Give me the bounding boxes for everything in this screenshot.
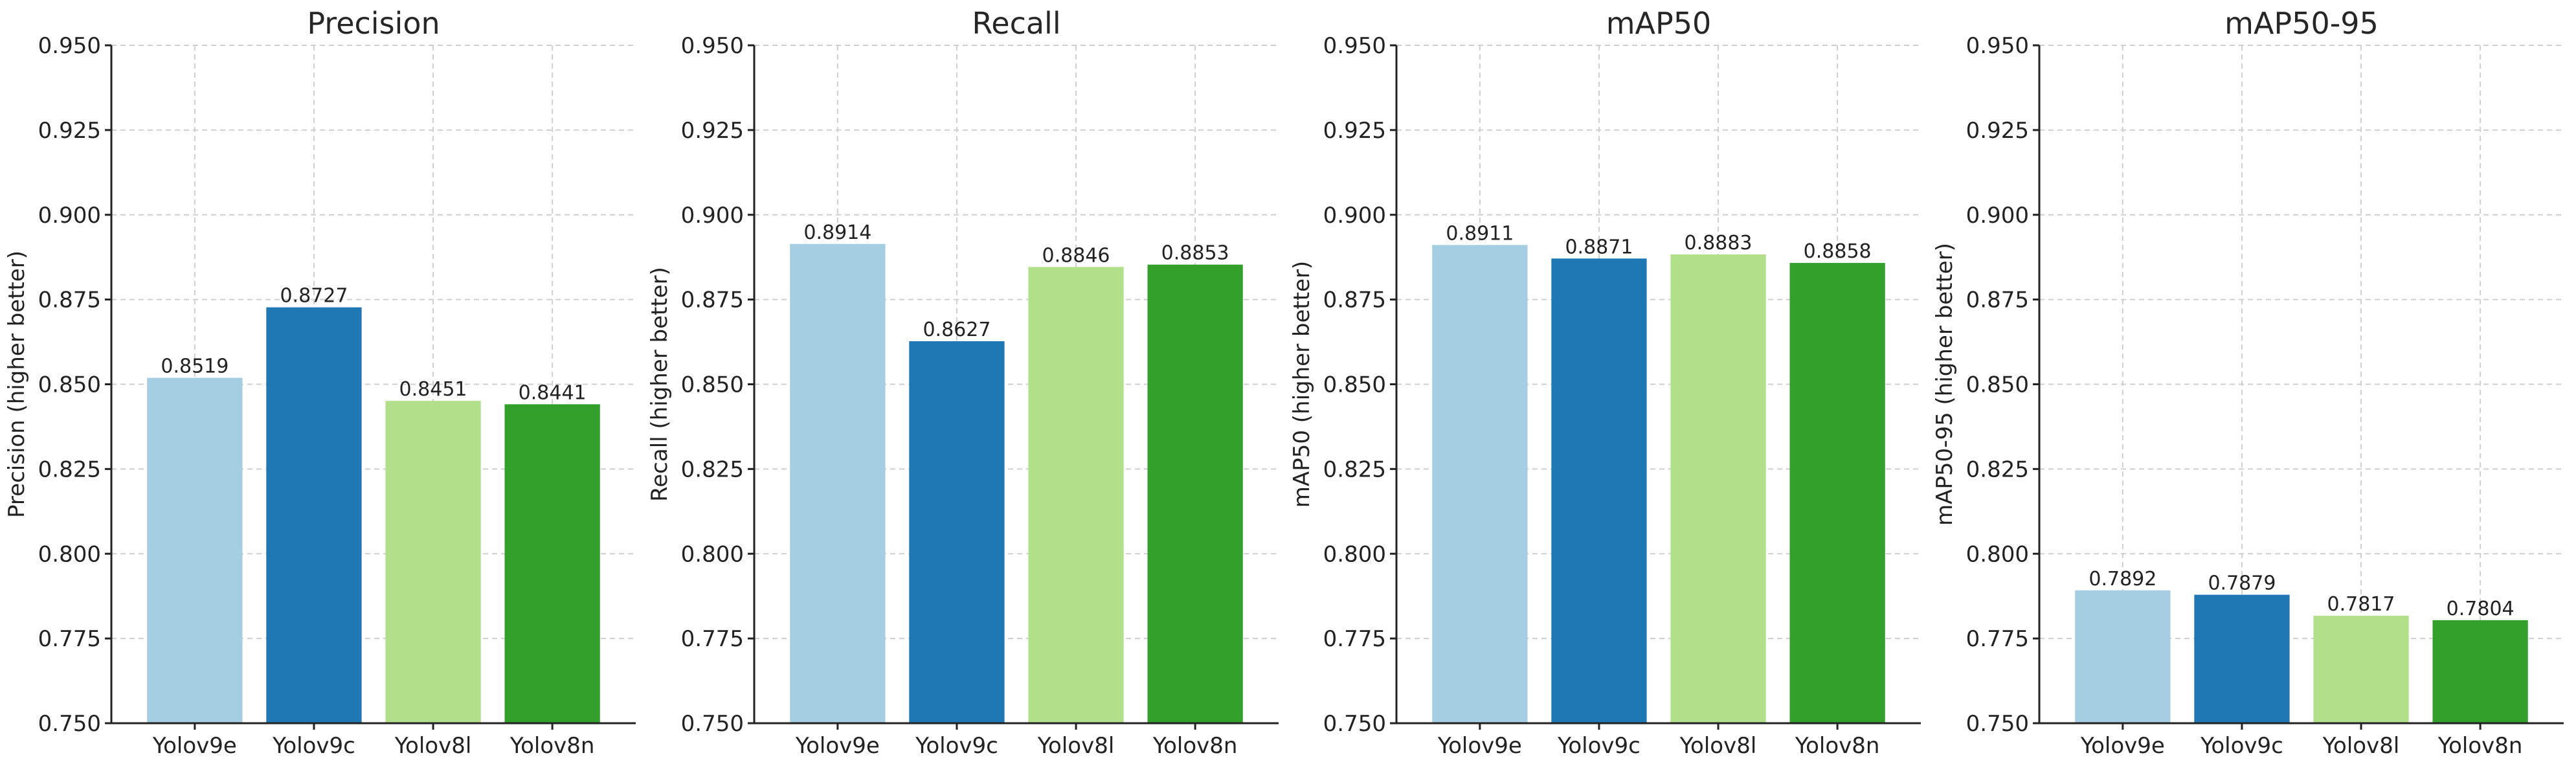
chart-title: mAP50 — [1606, 6, 1712, 41]
x-tick-label: Yolov9e — [1437, 733, 1522, 759]
y-tick-label: 0.750 — [681, 711, 744, 737]
bar-yolov8l — [2313, 616, 2409, 723]
bar-yolov8l — [1670, 254, 1766, 723]
x-tick-label: Yolov9e — [795, 733, 880, 759]
x-tick-label: Yolov8n — [2437, 733, 2523, 759]
bar-yolov9e — [1432, 245, 1528, 723]
y-tick-label: 0.875 — [681, 287, 744, 313]
chart-panel-4: 0.750 0.775 0.800 0.825 0.850 0.875 0.900 0.925… — [1932, 6, 2564, 759]
y-tick-label: 0.750 — [1323, 711, 1386, 737]
y-tick-label: 0.900 — [38, 203, 101, 229]
y-tick-label: 0.775 — [1966, 626, 2029, 652]
x-tick-label: Yolov8l — [394, 733, 472, 759]
x-tick-label: Yolov8n — [510, 733, 595, 759]
y-tick-label: 0.800 — [1966, 541, 2029, 567]
y-tick-label: 0.750 — [1966, 711, 2029, 737]
y-tick-label: 0.750 — [38, 711, 101, 737]
bar-yolov8l — [385, 401, 481, 723]
y-axis-label: mAP50-95 (higher better) — [1932, 243, 1958, 526]
bar-value-label: 0.7804 — [2447, 598, 2514, 620]
bar-value-label: 0.8883 — [1685, 232, 1753, 254]
bar-value-label: 0.8853 — [1161, 242, 1229, 265]
y-tick-label: 0.950 — [1323, 33, 1386, 59]
bar-value-label: 0.8846 — [1042, 244, 1110, 267]
x-tick-label: Yolov9e — [152, 733, 237, 759]
y-tick-label: 0.925 — [1966, 118, 2029, 144]
chart-panel-2: 0.750 0.775 0.800 0.825 0.850 0.875 0.900 0.925… — [647, 6, 1279, 759]
chart-title: Recall — [972, 6, 1060, 41]
bar-value-label: 0.8441 — [519, 381, 587, 404]
y-tick-label: 0.825 — [38, 456, 101, 482]
x-tick-label: Yolov8l — [1679, 733, 1757, 759]
y-tick-label: 0.800 — [681, 541, 744, 567]
y-axis-label: Recall (higher better) — [647, 267, 673, 502]
bar-yolov8l — [1028, 267, 1124, 723]
x-tick-label: Yolov9e — [2080, 733, 2165, 759]
x-tick-label: Yolov8n — [1152, 733, 1238, 759]
y-axis-label: Precision (higher better) — [4, 251, 30, 518]
y-tick-label: 0.925 — [1323, 118, 1386, 144]
bar-yolov8n — [1789, 263, 1885, 723]
y-tick-label: 0.900 — [681, 203, 744, 229]
bar-yolov9c — [2194, 594, 2290, 723]
bar-value-label: 0.7817 — [2327, 593, 2395, 616]
bar-yolov8n — [2432, 620, 2528, 723]
x-tick-label: Yolov8n — [1795, 733, 1880, 759]
bar-value-label: 0.8911 — [1446, 222, 1514, 245]
y-tick-label: 0.875 — [38, 287, 101, 313]
y-tick-label: 0.850 — [38, 372, 101, 398]
bar-value-label: 0.8451 — [399, 378, 467, 401]
y-tick-label: 0.850 — [1966, 372, 2029, 398]
y-tick-label: 0.925 — [681, 118, 744, 144]
bar-yolov8n — [1147, 264, 1243, 724]
x-tick-label: Yolov9c — [2200, 733, 2283, 759]
y-tick-label: 0.850 — [1323, 372, 1386, 398]
x-tick-label: Yolov9c — [1557, 733, 1641, 759]
y-tick-label: 0.900 — [1323, 203, 1386, 229]
y-tick-label: 0.825 — [1323, 456, 1386, 482]
y-axis-label: mAP50 (higher better) — [1289, 261, 1315, 508]
bar-value-label: 0.8858 — [1804, 240, 1872, 263]
bar-yolov9c — [1551, 258, 1647, 723]
y-tick-label: 0.875 — [1966, 287, 2029, 313]
bar-value-label: 0.8914 — [803, 221, 871, 244]
x-tick-label: Yolov9c — [915, 733, 998, 759]
y-tick-label: 0.850 — [681, 372, 744, 398]
x-tick-label: Yolov9c — [272, 733, 355, 759]
bar-value-label: 0.7892 — [2089, 568, 2156, 590]
bar-yolov9e — [2075, 590, 2171, 723]
y-tick-label: 0.900 — [1966, 203, 2029, 229]
bar-yolov9e — [790, 243, 886, 723]
x-tick-label: Yolov8l — [2322, 733, 2400, 759]
bar-value-label: 0.8871 — [1565, 236, 1633, 258]
y-tick-label: 0.875 — [1323, 287, 1386, 313]
y-tick-label: 0.800 — [1323, 541, 1386, 567]
bar-value-label: 0.7879 — [2208, 572, 2276, 595]
bar-value-label: 0.8519 — [161, 355, 229, 378]
y-tick-label: 0.825 — [1966, 456, 2029, 482]
bar-yolov9c — [266, 307, 362, 723]
y-tick-label: 0.950 — [681, 33, 744, 59]
y-tick-label: 0.950 — [38, 33, 101, 59]
bar-yolov9e — [147, 377, 243, 723]
y-tick-label: 0.925 — [38, 118, 101, 144]
chart-title: mAP50-95 — [2224, 6, 2379, 41]
chart-title: Precision — [307, 6, 440, 41]
y-tick-label: 0.825 — [681, 456, 744, 482]
chart-panel-3: 0.750 0.775 0.800 0.825 0.850 0.875 0.900 0.925… — [1289, 6, 1921, 759]
bar-yolov8n — [504, 404, 600, 723]
bar-value-label: 0.8627 — [923, 319, 991, 341]
y-tick-label: 0.775 — [1323, 626, 1386, 652]
bar-value-label: 0.8727 — [280, 285, 348, 308]
bar-yolov9c — [909, 341, 1005, 723]
y-tick-label: 0.775 — [38, 626, 101, 652]
x-tick-label: Yolov8l — [1037, 733, 1115, 759]
chart-panel-1: 0.750 0.775 0.800 0.825 0.850 0.875 0.900 0.925… — [4, 6, 636, 759]
y-tick-label: 0.950 — [1966, 33, 2029, 59]
y-tick-label: 0.775 — [681, 626, 744, 652]
y-tick-label: 0.800 — [38, 541, 101, 567]
